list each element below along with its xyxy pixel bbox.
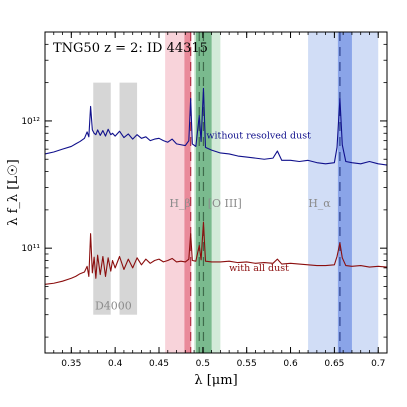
x-tick-label-6: 0.65	[324, 359, 344, 369]
x-tick-label-0: 0.35	[61, 359, 81, 369]
x-tick-label-1: 0.4	[108, 359, 123, 369]
y-tick-label-0: 10¹¹	[21, 244, 40, 254]
annotation-0: D4000	[95, 299, 132, 312]
spectrum-series: without resolved dust with all dust	[44, 87, 388, 285]
y-tick-label-1: 10¹²	[21, 117, 40, 127]
band-0	[93, 82, 111, 315]
x-tick-label-3: 0.5	[196, 359, 210, 369]
chart-title: TNG50 z = 2: ID 44315	[53, 41, 208, 56]
annotation-3: H_α	[308, 197, 331, 210]
x-tick-label-2: 0.45	[149, 359, 169, 369]
annotation-1: H_β	[169, 197, 190, 210]
y-axis-label: λ f_λ [L☉]	[6, 159, 21, 226]
series-line-1	[44, 221, 388, 285]
plot-frame	[44, 31, 388, 354]
x-tick-label-4: 0.55	[237, 359, 257, 369]
x-axis-label: λ [μm]	[194, 373, 237, 388]
band-7	[337, 32, 352, 353]
series-label-1: with all dust	[229, 263, 289, 274]
wavelength-bands	[93, 32, 379, 353]
band-1	[119, 82, 138, 315]
series-line-0	[44, 87, 388, 166]
axis-ticks: 0.35 0.4 0.45 0.5 0.55 0.6 0.65 0.7 10¹¹ 10¹²	[21, 31, 387, 369]
x-tick-label-5: 0.6	[283, 359, 298, 369]
x-tick-label-7: 0.7	[371, 359, 385, 369]
annotation-2: [O III]	[208, 197, 242, 210]
band-3	[184, 32, 191, 353]
series-label-0: without resolved dust	[206, 130, 311, 141]
line-markers	[190, 32, 341, 353]
band-annotations: D4000 H_β [O III] H_α	[95, 197, 331, 312]
